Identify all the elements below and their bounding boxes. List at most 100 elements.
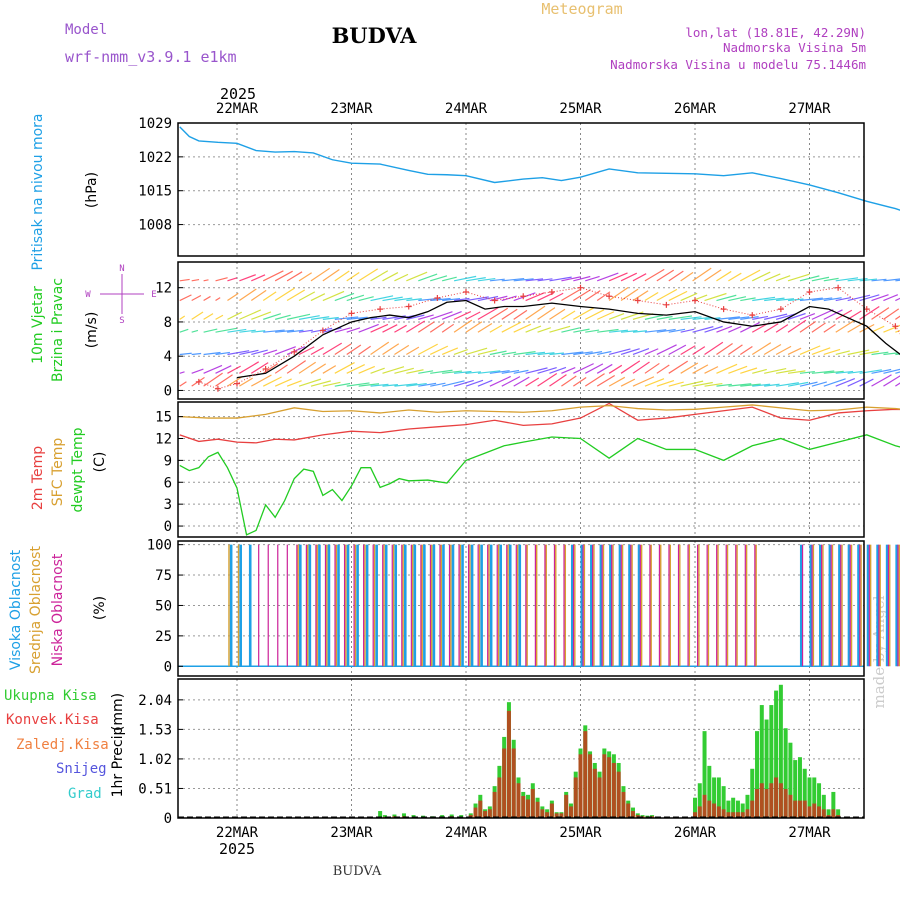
wind-arrow [442, 297, 461, 302]
mid-cloud-bar [755, 544, 757, 667]
wind-arrow [895, 371, 900, 374]
wind-arrow [477, 370, 501, 374]
high-cloud-bar [857, 544, 860, 667]
precip-convective-bar [540, 809, 545, 818]
compass-east: E [151, 290, 156, 300]
wind-arrow [310, 346, 324, 355]
precip-convective-bar [478, 800, 483, 818]
wind-arrow [859, 350, 879, 356]
wind-arrow [609, 329, 629, 333]
temp-axis-title: 2m Temp SFC Temp dewpt Temp (C) [30, 427, 108, 512]
date-label-bottom: 24MAR [445, 825, 488, 841]
wind-arrow [847, 294, 871, 302]
wind-gust-point [749, 312, 756, 319]
sfc-temp-line [179, 404, 900, 419]
wind-arrow [298, 315, 320, 320]
wind-arrow [382, 384, 398, 387]
wind-arrow [262, 376, 282, 387]
wind-gust-point [262, 366, 269, 373]
wind-arrow [239, 329, 256, 333]
wind-arrow [573, 363, 594, 374]
wind-arrow [370, 341, 390, 355]
wind-arrow [776, 369, 796, 374]
wind-arrow [895, 297, 900, 302]
low-cloud-bar [363, 544, 365, 667]
precip-convective-bar [545, 812, 550, 818]
low-cloud-bar [353, 544, 355, 667]
wind-arrow [465, 371, 481, 374]
wind-arrow [430, 297, 451, 302]
mid-cloud-bar [736, 544, 738, 667]
wind-arrow [465, 311, 481, 320]
wind-arrow [215, 351, 230, 356]
precip-convective-bar [597, 777, 602, 818]
wind-arrow [465, 321, 483, 333]
wind-arrow [525, 367, 548, 374]
wind-arrow [728, 344, 743, 355]
mid-cloud-bar [316, 544, 318, 667]
wind-arrow [644, 329, 667, 333]
y-tick-label: 12 [155, 281, 172, 297]
panel-frame-precip [177, 678, 865, 819]
precip-convective-bar [783, 789, 788, 818]
wind-arrow [489, 307, 509, 320]
wind-gust-point [491, 297, 498, 304]
wind-arrow [656, 288, 678, 302]
wind-arrow [203, 351, 221, 356]
wind-gust-point [835, 284, 842, 291]
wind-arrow [310, 363, 327, 374]
wind-arrow [883, 294, 899, 302]
precip-convective-bar [788, 794, 793, 818]
precip-total-bar [821, 794, 826, 818]
wind-arrow [799, 275, 820, 282]
wind-arrow [752, 296, 776, 302]
wind-arrow [191, 295, 202, 302]
precip-total-bar [750, 768, 755, 818]
wind-arrow [215, 365, 232, 374]
low-cloud-bar [821, 544, 823, 667]
wind-arrow [274, 270, 293, 282]
low-cloud-bar [496, 544, 498, 667]
footer-station: BUDVA [333, 864, 382, 879]
wind-arrow [776, 382, 799, 387]
mid-cloud-bar [478, 544, 481, 667]
low-cloud-bar [553, 544, 556, 667]
wind-arrow [322, 290, 345, 302]
precip-convective-bar [611, 762, 616, 818]
wind-arrow [644, 292, 659, 302]
date-label-top: 24MAR [445, 101, 488, 117]
wind-arrow [477, 295, 499, 302]
wind-arrow [489, 370, 510, 374]
y-tick-label: 1008 [138, 218, 172, 234]
mid-cloud-bar [640, 544, 643, 667]
pressure-unit: (hPa) [84, 172, 100, 208]
precip-convective-bar [602, 754, 607, 818]
wind-arrow [561, 310, 576, 320]
wind-arrow [704, 366, 719, 374]
model-altitude-label: Nadmorska Visina u modelu 75.1446m [610, 57, 866, 72]
wind-arrow [740, 316, 759, 320]
year-bottom-label: 2025 [219, 840, 255, 858]
wind-arrow [382, 343, 400, 355]
wind-gust-point [606, 293, 613, 300]
high-cloud-bar [570, 544, 574, 667]
high-cloud-bar [451, 544, 455, 667]
low-cloud-bar [630, 544, 632, 667]
wind-arrow [811, 309, 834, 320]
wind-arrow [334, 270, 350, 282]
wind-gust-point [234, 380, 240, 387]
wind-arrow [358, 383, 380, 387]
low-cloud-bar [716, 544, 718, 667]
precip-convective-bar [592, 768, 597, 818]
wind-arrow [537, 307, 556, 320]
wind-arrow [668, 315, 693, 320]
low-cloud-bar [830, 544, 832, 667]
mid-cloud-bar [228, 544, 230, 667]
precip-convective-bar [707, 800, 712, 818]
high-cloud-bar [885, 544, 889, 667]
wind-arrow [239, 377, 253, 387]
low-cloud-bar [372, 544, 374, 667]
high-cloud-bar [375, 544, 378, 667]
wind-arrow [262, 270, 284, 282]
precip-total-bar [697, 783, 702, 818]
